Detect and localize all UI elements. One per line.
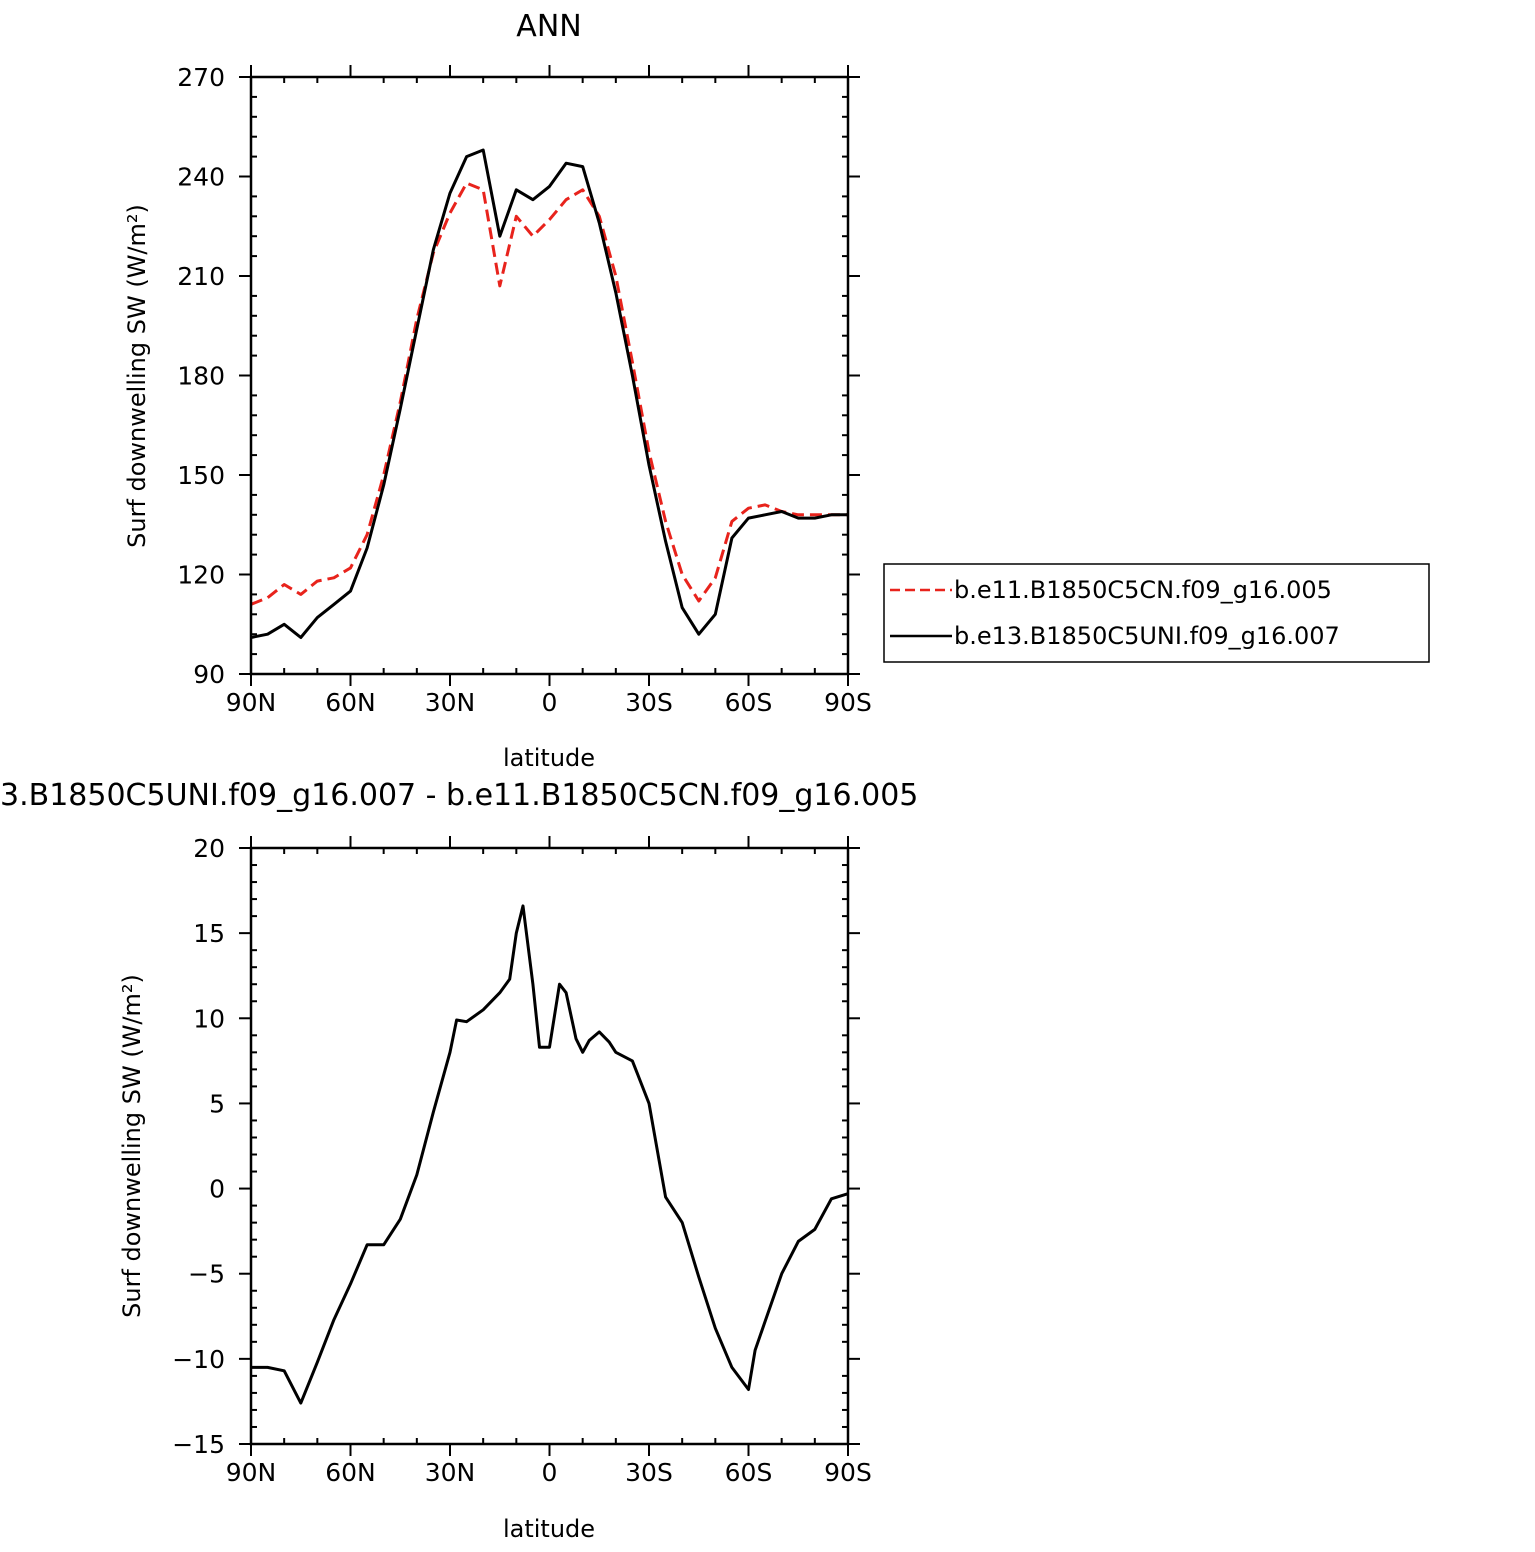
y-tick-label: 10 xyxy=(193,1004,225,1033)
y-tick-label: 180 xyxy=(177,362,225,391)
bottom-chart-title: 3.B1850C5UNI.f09_g16.007 - b.e11.B1850C5… xyxy=(0,778,918,813)
bottom-chart-lines xyxy=(251,904,849,1405)
legend-box xyxy=(883,563,1430,663)
y-tick-label: 90 xyxy=(193,660,225,689)
y-tick-label: −10 xyxy=(172,1345,225,1374)
top-y-axis-title: Surf downwelling SW (W/m²) xyxy=(123,204,151,548)
x-tick-label: 90N xyxy=(226,1458,277,1487)
x-tick-label: 30S xyxy=(625,688,673,717)
x-tick-label: 0 xyxy=(542,688,558,717)
series-line-2 xyxy=(250,148,848,639)
top-y-tick-labels: 90 120 150 180 210 240 270 xyxy=(177,63,225,689)
legend: b.e11.B1850C5CN.f09_g16.005 b.e13.B1850C… xyxy=(883,563,1430,663)
bottom-chart-panel: 3.B1850C5UNI.f09_g16.007 - b.e11.B1850C5… xyxy=(0,778,918,1543)
bottom-x-axis-title: latitude xyxy=(503,1515,595,1543)
top-chart-ticks xyxy=(239,65,860,686)
x-tick-label: 90S xyxy=(824,688,872,717)
x-tick-label: 0 xyxy=(542,1458,558,1487)
bottom-y-tick-labels: 20 15 10 5 0 −5 −10 −15 xyxy=(172,834,225,1459)
y-tick-label: −15 xyxy=(172,1430,225,1459)
x-tick-label: 30S xyxy=(625,1458,673,1487)
x-tick-label: 90S xyxy=(824,1458,872,1487)
y-tick-label: 20 xyxy=(193,834,225,863)
y-tick-label: 5 xyxy=(209,1089,225,1118)
x-tick-label: 60S xyxy=(725,688,773,717)
bottom-chart-ticks xyxy=(239,836,860,1456)
bottom-y-axis-title: Surf downwelling SW (W/m²) xyxy=(118,974,146,1318)
x-tick-label: 30N xyxy=(425,1458,476,1487)
x-tick-label: 60N xyxy=(325,688,376,717)
top-plot-frame xyxy=(249,75,850,676)
top-chart-panel: ANN 90N 60N 30N 0 30S 60S 90S 90 120 150 180 210 24… xyxy=(123,9,872,772)
y-tick-label: 0 xyxy=(209,1175,225,1204)
x-tick-label: 60S xyxy=(725,1458,773,1487)
y-tick-label: −5 xyxy=(188,1260,225,1289)
legend-label-series-2: b.e13.B1850C5UNI.f09_g16.007 xyxy=(954,622,1340,650)
x-tick-label: 30N xyxy=(425,688,476,717)
y-tick-label: 240 xyxy=(177,163,225,192)
top-x-axis-title: latitude xyxy=(503,744,595,772)
bottom-plot-frame xyxy=(249,846,850,1446)
series-line-1 xyxy=(251,904,849,1405)
legend-label-series-1: b.e11.B1850C5CN.f09_g16.005 xyxy=(954,576,1332,604)
y-tick-label: 270 xyxy=(177,63,225,92)
x-tick-label: 60N xyxy=(325,1458,376,1487)
top-chart-title: ANN xyxy=(516,9,581,44)
y-tick-label: 150 xyxy=(177,461,225,490)
top-x-tick-labels: 90N 60N 30N 0 30S 60S 90S xyxy=(226,688,872,717)
y-tick-label: 15 xyxy=(193,919,225,948)
bottom-x-tick-labels: 90N 60N 30N 0 30S 60S 90S xyxy=(226,1458,872,1487)
y-tick-label: 210 xyxy=(177,262,225,291)
x-tick-label: 90N xyxy=(226,688,277,717)
series-line-1 xyxy=(250,181,848,606)
y-tick-label: 120 xyxy=(177,561,225,590)
top-chart-lines xyxy=(250,148,848,639)
